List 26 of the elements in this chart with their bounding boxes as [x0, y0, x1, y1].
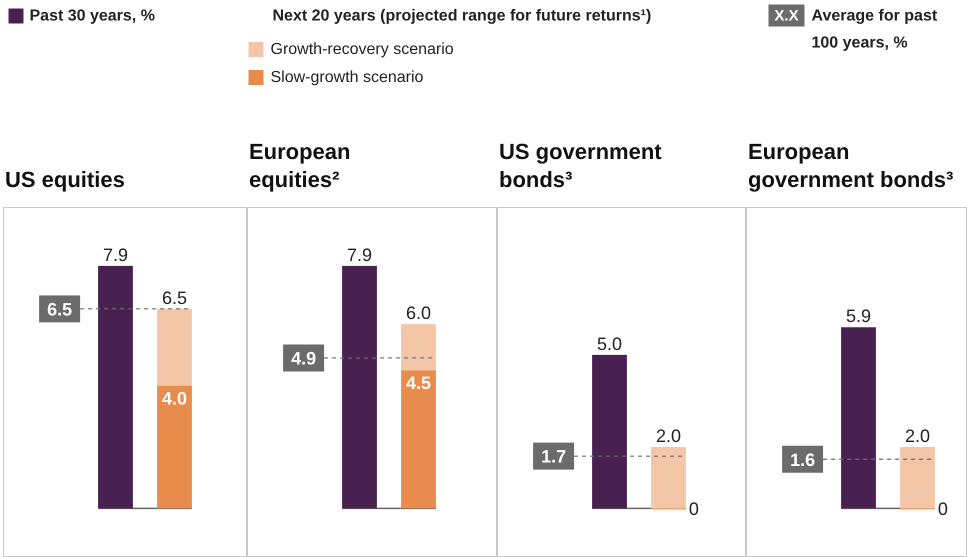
chart-title: European government bonds³ — [747, 138, 954, 194]
data-label: 5.0 — [596, 334, 622, 354]
chart-title: US equities — [4, 166, 126, 194]
ref-line-label: 6.5 — [47, 299, 72, 320]
chart-title: European equities² — [248, 138, 352, 194]
total-label: 6.0 — [406, 303, 432, 324]
ref-line-label: 4.9 — [291, 348, 316, 368]
legend-title: Next 20 years (projected range for future returns¹) — [272, 8, 652, 24]
data-label: 4.0 — [162, 388, 188, 409]
text: X.X — [774, 8, 799, 24]
ref-line-label: 1.7 — [541, 446, 566, 467]
legend-label: Growth-recovery scenario — [270, 41, 454, 58]
data-label: 0 — [688, 498, 699, 519]
data-label: 7.9 — [346, 244, 372, 265]
data-label: 0 — [938, 498, 948, 519]
chart-title: US government bonds³ — [498, 138, 663, 194]
total-label: 6.5 — [162, 288, 188, 308]
total-label: 2.0 — [656, 426, 682, 446]
data-label: 5.9 — [846, 306, 872, 326]
data-label: 4.5 — [406, 373, 432, 394]
ref-line-label: 1.6 — [790, 450, 816, 470]
legend-label: Slow-growth scenario — [270, 69, 424, 86]
data-label: 7.9 — [102, 244, 128, 265]
text: Average for past 100 years, % — [812, 8, 938, 52]
legend-label: Past 30 years, % — [30, 8, 155, 24]
total-label: 2.0 — [904, 426, 930, 446]
